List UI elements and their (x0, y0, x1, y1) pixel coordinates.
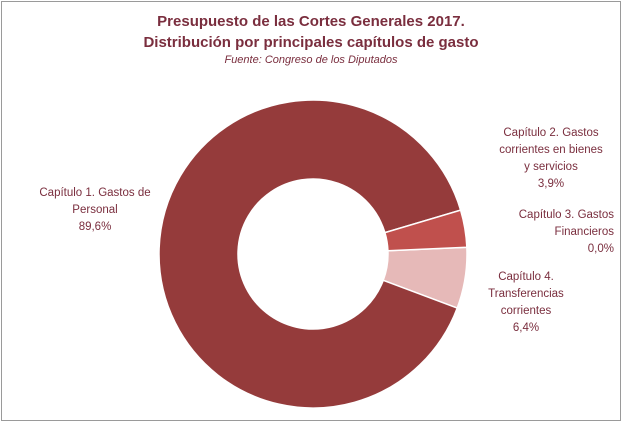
donut-slice-capitulo-2 (383, 209, 468, 252)
slice-label-capitulo-4: Capítulo 4. Transferencias corrientes 6,… (488, 271, 564, 334)
slice-label-capitulo-1: Capítulo 1. Gastos de Personal 89,6% (39, 187, 151, 233)
chart-title: Presupuesto de las Cortes Generales 2017… (157, 13, 465, 30)
chart-subtitle: Distribución por principales capítulos d… (143, 34, 479, 51)
slice-label-capitulo-3: Capítulo 3. Gastos Financieros 0,0% (518, 209, 614, 255)
chart-source: Fuente: Congreso de los Diputados (224, 54, 398, 66)
slice-label-capitulo-2: Capítulo 2. Gastos corrientes en bienes … (499, 127, 603, 190)
donut-slice-capitulo-1 (158, 99, 462, 409)
